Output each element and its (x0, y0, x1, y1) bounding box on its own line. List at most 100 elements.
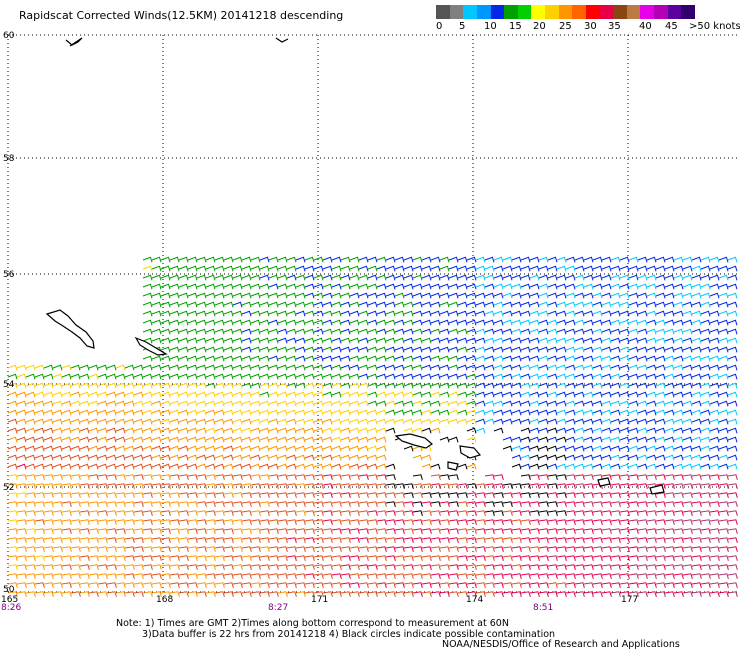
wind-barb (241, 409, 252, 416)
wind-barb (592, 409, 603, 416)
wind-barb (583, 409, 594, 416)
wind-barb (196, 546, 207, 552)
wind-barb (178, 418, 189, 425)
wind-barb (142, 301, 153, 308)
wind-barb (547, 501, 558, 507)
wind-barb (277, 474, 288, 480)
wind-barb (727, 265, 738, 272)
wind-barb (466, 382, 477, 389)
wind-barb (592, 564, 603, 570)
wind-barb (637, 582, 648, 588)
wind-barb (466, 283, 477, 290)
wind-barb (61, 409, 72, 416)
wind-barb (394, 510, 405, 516)
wind-barb (70, 391, 81, 398)
wind-barb (7, 418, 18, 425)
wind-barb (493, 519, 504, 525)
wind-barb (511, 337, 522, 344)
wind-barb (142, 537, 153, 543)
wind-barb (727, 400, 738, 407)
wind-barb (331, 573, 342, 579)
wind-barb (286, 519, 297, 525)
wind-barb (664, 546, 675, 552)
wind-barb (574, 292, 585, 299)
wind-barb (160, 382, 171, 389)
wind-barb (664, 519, 675, 525)
wind-barb (367, 346, 378, 353)
aleutian-4 (597, 477, 611, 487)
wind-barb (718, 427, 729, 434)
wind-barb (178, 391, 189, 398)
wind-barb (385, 492, 396, 498)
wind-barb (232, 283, 243, 290)
wind-barb (421, 591, 432, 597)
wind-barb (394, 382, 405, 389)
wind-barb (592, 265, 603, 272)
wind-barb (457, 537, 468, 543)
wind-barb (583, 364, 594, 371)
wind-barb (493, 319, 504, 326)
wind-barb (664, 454, 675, 461)
time-label-2: 8:27 (268, 603, 288, 613)
wind-barb (673, 546, 684, 552)
wind-barb (331, 310, 342, 317)
wind-barb (457, 463, 468, 470)
wind-barb (430, 319, 441, 326)
wind-barb (322, 555, 333, 561)
wind-barb (169, 528, 180, 534)
wind-barb (313, 483, 324, 489)
wind-barb (619, 355, 630, 362)
wind-barb (322, 274, 333, 281)
wind-barb (421, 555, 432, 561)
wind-barb (520, 373, 531, 380)
wind-barb (178, 582, 189, 588)
wind-barb (565, 483, 576, 489)
wind-barb (223, 591, 234, 597)
wind-barb (439, 418, 450, 425)
wind-barb (664, 492, 675, 498)
wind-barb (502, 492, 513, 498)
wind-barb (421, 501, 432, 507)
map-title: Rapidscat Corrected Winds(12.5KM) 201412… (19, 9, 344, 22)
wind-barb (115, 454, 126, 461)
wind-barb (133, 564, 144, 570)
wind-barb (232, 409, 243, 416)
wind-barb (502, 391, 513, 398)
wind-barb (367, 382, 378, 389)
wind-barb (520, 573, 531, 579)
wind-barb (241, 265, 252, 272)
wind-barb (691, 546, 702, 552)
wind-barb (574, 265, 585, 272)
wind-barb (538, 382, 549, 389)
wind-barb (331, 292, 342, 299)
wind-barb (673, 501, 684, 507)
wind-barb (475, 591, 486, 597)
wind-barb (169, 591, 180, 597)
wind-barb (322, 382, 333, 389)
wind-barb (475, 510, 486, 516)
wind-barb (475, 364, 486, 371)
wind-barb (196, 573, 207, 579)
wind-barb (142, 328, 153, 335)
wind-barb (187, 355, 198, 362)
wind-barb (106, 483, 117, 489)
wind-barb (277, 427, 288, 434)
wind-barb (574, 256, 585, 263)
wind-barb (304, 355, 315, 362)
wind-barb (340, 582, 351, 588)
wind-barb (124, 546, 135, 552)
wind-barb (727, 382, 738, 389)
wind-barb (268, 310, 279, 317)
wind-barb (700, 319, 711, 326)
wind-barb (214, 265, 225, 272)
wind-barb (610, 463, 621, 470)
wind-barb (25, 474, 36, 480)
wind-barb (79, 400, 90, 407)
wind-barb (592, 573, 603, 579)
wind-barb (349, 474, 360, 480)
wind-barb (7, 409, 18, 416)
wind-barb (16, 501, 27, 507)
wind-barb (421, 409, 432, 416)
wind-barb (475, 537, 486, 543)
wind-barb (232, 364, 243, 371)
